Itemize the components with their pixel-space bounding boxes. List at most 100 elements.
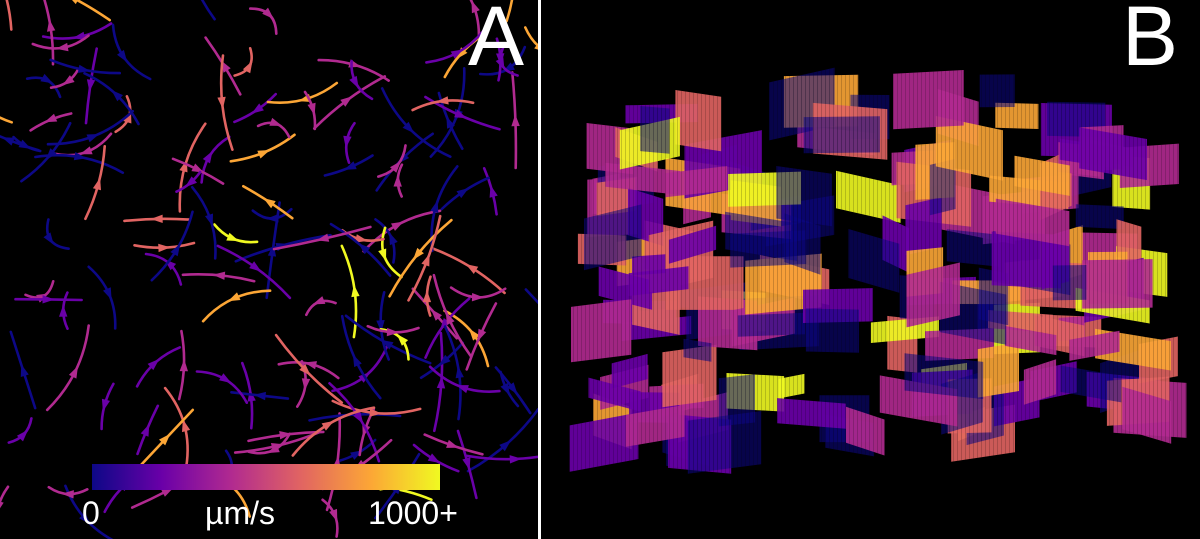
velocity-colorbar (92, 464, 440, 490)
flow-arrow (56, 42, 69, 52)
ribbon-texture (1082, 259, 1153, 309)
ribbon-texture (675, 90, 722, 152)
ribbon-texture (687, 411, 762, 474)
flow-arrow (202, 150, 213, 164)
colorbar-min-label: 0 (82, 495, 100, 531)
streamline (466, 408, 538, 473)
ribbon-texture (935, 116, 1003, 181)
flow-arrow (20, 364, 29, 377)
streamline (0, 485, 10, 506)
streamline (329, 222, 392, 277)
flow-arrow (226, 232, 239, 242)
flow-arrow (430, 309, 442, 321)
flow-arrow (496, 53, 505, 66)
ribbon-texture (1052, 265, 1087, 301)
streamline (505, 0, 514, 23)
streamline (440, 176, 490, 211)
flow-arrow (352, 354, 362, 368)
flow-arrow (506, 382, 518, 395)
flow-arrow (421, 253, 430, 267)
ribbon-texture (1079, 127, 1147, 181)
flow-arrow (499, 440, 512, 452)
flow-arrow (436, 376, 446, 389)
flow-arrow (489, 185, 498, 198)
flow-arrow (353, 411, 364, 424)
panel-b-label: B (1121, 0, 1178, 83)
flow-arrow (436, 96, 449, 105)
ribbon-texture (569, 412, 639, 472)
flow-arrow (316, 233, 330, 242)
ribbon-render (569, 67, 1187, 474)
streamline (84, 145, 106, 221)
panel-a-label: A (467, 0, 524, 83)
ribbon-texture (904, 353, 984, 400)
ribbon-texture (776, 166, 832, 227)
ribbon-texture (995, 198, 1070, 247)
flow-arrow (471, 293, 484, 302)
streamline (313, 75, 387, 130)
ribbon-texture (803, 116, 880, 154)
flow-arrow (329, 508, 338, 522)
ribbon-texture (632, 254, 666, 276)
ribbon-texture (571, 299, 632, 363)
streamline (233, 92, 277, 124)
streamline (0, 116, 13, 124)
streamline (29, 112, 73, 132)
flow-arrow (59, 304, 68, 317)
ribbon-texture (611, 353, 648, 389)
flow-arrow (393, 174, 402, 187)
ribbon-texture (668, 225, 717, 264)
flow-arrow (427, 453, 441, 464)
ribbon-texture (977, 342, 1019, 398)
flow-arrow (62, 75, 75, 86)
ribbon-texture (836, 170, 901, 223)
ribbon-texture (946, 229, 1000, 267)
flow-arrow (445, 312, 455, 325)
flow-arrow (42, 295, 55, 304)
flow-arrow (312, 296, 326, 305)
colorbar-unit-label: µm/s (205, 495, 275, 531)
flow-arrow (351, 284, 360, 298)
flow-arrow (396, 334, 409, 346)
flow-arrow (390, 161, 401, 173)
ribbon-texture (846, 406, 885, 456)
ribbon-texture (625, 404, 685, 447)
flow-arrow (381, 339, 394, 350)
flow-arrow (79, 146, 93, 155)
flow-arrow (158, 243, 171, 253)
flow-arrow (389, 232, 398, 246)
flow-arrow (179, 359, 188, 372)
ribbon-texture (1069, 330, 1120, 361)
flow-arrow (219, 373, 232, 384)
flow-arrow (45, 148, 57, 161)
ribbon-texture (1023, 359, 1057, 405)
flow-arrow (446, 439, 459, 448)
flow-arrow (263, 198, 276, 209)
flow-arrow (191, 163, 204, 173)
flow-arrow (500, 382, 510, 396)
panel-divider (538, 0, 541, 539)
ribbon-texture (737, 312, 806, 337)
streamline (135, 346, 182, 388)
flow-arrow (79, 512, 91, 525)
streamline (45, 324, 90, 412)
flow-arrow (101, 398, 110, 412)
flow-arrow (469, 328, 480, 341)
streamline (20, 121, 72, 183)
ribbon-texture (718, 374, 755, 427)
flow-arrow (386, 327, 399, 337)
flow-arrow (369, 408, 382, 417)
streamline (5, 0, 13, 31)
ribbon-texture (605, 162, 681, 195)
flow-arrow (16, 429, 29, 442)
ribbon-texture (1122, 386, 1172, 444)
flow-arrow (227, 292, 241, 302)
flow-arrow (355, 234, 368, 243)
flow-arrow (471, 0, 480, 14)
ribbon-texture (730, 230, 807, 268)
flow-arrow (68, 365, 78, 379)
streamline (431, 247, 506, 295)
flow-arrow (117, 49, 128, 63)
flow-arrow (456, 188, 469, 199)
flow-arrow (358, 243, 371, 255)
